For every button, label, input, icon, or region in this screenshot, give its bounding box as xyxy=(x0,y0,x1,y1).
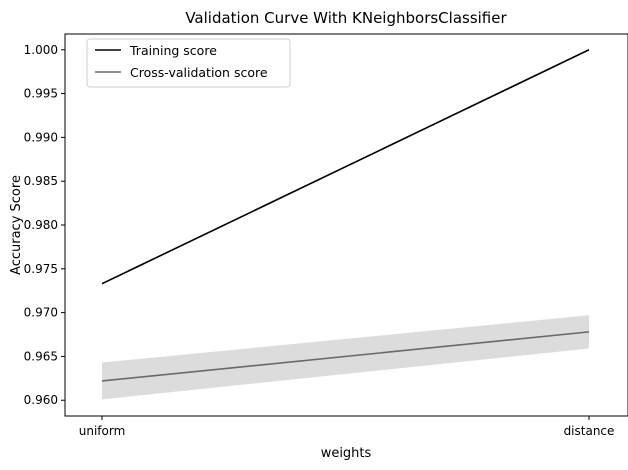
y-tick-label: 0.980 xyxy=(24,218,58,232)
legend-box xyxy=(86,38,291,88)
band-cross-validation-score xyxy=(102,315,589,400)
legend-label-cross-validation: Cross-validation score xyxy=(130,65,268,80)
x-axis-ticks: uniform distance xyxy=(79,416,615,438)
line-training-score xyxy=(101,49,590,285)
legend: Training score Cross-validation score xyxy=(86,38,291,88)
y-axis-ticks: 0.960 0.965 0.970 0.975 0.980 0.985 0.990 0.995… xyxy=(24,43,65,407)
legend-label-training: Training score xyxy=(129,43,217,58)
y-tick-label: 0.970 xyxy=(24,306,58,320)
y-tick-label: 0.990 xyxy=(24,130,58,144)
x-tick-label: uniform xyxy=(79,424,126,438)
y-tick-label: 0.995 xyxy=(24,87,58,101)
chart-title: Validation Curve With KNeighborsClassifi… xyxy=(185,9,507,27)
y-tick-label: 0.975 xyxy=(24,262,58,276)
y-tick-label: 0.960 xyxy=(24,393,58,407)
y-tick-label: 0.965 xyxy=(24,349,58,363)
y-axis-label: Accuracy Score xyxy=(9,175,24,275)
y-tick-label: 0.985 xyxy=(24,174,58,188)
confidence-bands xyxy=(102,49,589,400)
y-tick-label: 1.000 xyxy=(24,43,58,57)
line-cross-validation-score xyxy=(101,331,590,382)
x-axis-label: weights xyxy=(321,446,372,461)
series-lines xyxy=(101,49,590,382)
x-tick-label: distance xyxy=(564,424,615,438)
